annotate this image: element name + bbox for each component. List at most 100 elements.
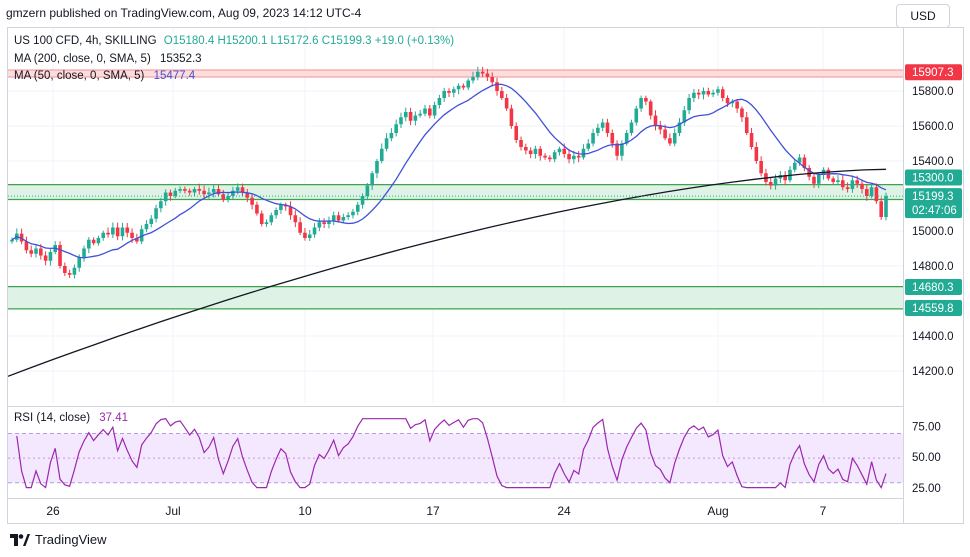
candle-body <box>197 189 202 191</box>
candle-body <box>298 222 302 233</box>
candle-body <box>471 77 475 81</box>
candle-body <box>149 218 154 224</box>
time-tick-label: 24 <box>557 504 571 518</box>
candle-body <box>476 71 480 77</box>
candle-body <box>562 148 567 154</box>
candle-body <box>346 215 350 217</box>
candle-body <box>403 112 408 118</box>
candle-body <box>456 85 461 90</box>
candle-body <box>96 238 101 244</box>
tradingview-logo[interactable]: TradingView <box>10 532 107 547</box>
price-pane[interactable]: US 100 CFD, 4h, SKILLING O15180.4 H15200… <box>7 28 903 403</box>
rsi-tick-label: 50.00 <box>912 452 941 464</box>
candle-body <box>432 105 437 116</box>
candle-body <box>672 133 677 144</box>
rsi-tick-label: 25.00 <box>912 483 941 495</box>
candle-body <box>72 267 77 275</box>
candle-body <box>408 112 413 121</box>
candle-body <box>202 190 206 195</box>
chart-frame[interactable]: US 100 CFD, 4h, SKILLING O15180.4 H15200… <box>7 27 964 524</box>
candle-body <box>749 133 754 147</box>
price-badge-bg <box>905 169 962 186</box>
candle-body <box>192 189 197 193</box>
time-axis[interactable]: 26 Jul 10 17 24 Aug 7 <box>8 498 903 524</box>
candle-body <box>427 108 432 116</box>
candle-body <box>840 180 845 188</box>
time-tick-label: Aug <box>707 504 728 518</box>
candle-body <box>812 176 816 184</box>
zone-rect <box>8 286 903 309</box>
candle-body <box>802 157 807 168</box>
candle-body <box>34 248 38 254</box>
candle-body <box>581 148 586 158</box>
footer-brand: TradingView <box>35 532 107 547</box>
candle-body <box>82 248 86 258</box>
price-tick-label: 15400.0 <box>912 156 954 168</box>
time-tick-label: 7 <box>820 504 827 518</box>
candle-body <box>576 155 581 158</box>
zone-rect <box>8 184 903 200</box>
candle-body <box>668 138 672 144</box>
time-axis-svg: 26 Jul 10 17 24 Aug 7 <box>46 504 827 518</box>
candle-body <box>43 255 48 261</box>
candle-body <box>716 89 720 93</box>
candle-body <box>130 232 134 238</box>
candle-body <box>58 245 62 266</box>
candle-body <box>240 187 245 193</box>
price-badge-label: 15907.3 <box>912 67 954 79</box>
candle-body <box>759 161 763 174</box>
candle-body <box>259 213 264 224</box>
candle-body <box>615 143 619 156</box>
candle-body <box>327 220 331 224</box>
price-tick-label: 14400.0 <box>912 331 954 343</box>
candle-body <box>274 210 278 216</box>
candle-body <box>831 178 835 182</box>
legend-ma50[interactable]: MA (50, close, 0, SMA, 5) 15477.4 <box>14 70 195 82</box>
price-chart-svg[interactable] <box>7 28 903 403</box>
candle-body <box>423 108 427 114</box>
candle-body <box>19 233 24 242</box>
candle-body <box>879 201 883 217</box>
candle-body <box>250 197 254 205</box>
candle-body <box>860 183 864 189</box>
rsi-chart-svg[interactable] <box>8 407 903 499</box>
candle-body <box>740 108 744 118</box>
candle-body <box>442 91 446 98</box>
candle-body <box>500 91 504 98</box>
candle-body <box>634 108 639 123</box>
candle-body <box>677 122 682 133</box>
candle-body <box>884 196 888 217</box>
candle-body <box>231 190 235 196</box>
legend-rsi[interactable]: RSI (14, close) 37.41 <box>14 412 128 424</box>
price-badge-bg <box>905 202 962 219</box>
ma200-value: 15352.3 <box>159 53 202 65</box>
legend-symbol-line[interactable]: US 100 CFD, 4h, SKILLING O15180.4 H15200… <box>14 35 454 47</box>
price-badge-label: 14680.3 <box>912 282 954 294</box>
candle-body <box>874 187 879 202</box>
currency-button[interactable]: USD <box>896 4 950 28</box>
candle-body <box>384 138 389 149</box>
candle-body <box>216 189 221 195</box>
candle-body <box>279 204 283 210</box>
candle-body <box>360 196 365 205</box>
candle-body <box>466 80 471 88</box>
candle-body <box>610 133 615 144</box>
price-badge-bg <box>905 64 962 81</box>
candle-body <box>682 110 687 123</box>
candle-body <box>322 222 326 224</box>
time-tick-label: 10 <box>298 504 312 518</box>
zone-rect <box>8 70 903 77</box>
rsi-value: 37.41 <box>99 412 129 424</box>
candle-body <box>389 133 394 139</box>
candle-body <box>644 98 648 102</box>
legend-ma200[interactable]: MA (200, close, 0, SMA, 5) 15352.3 <box>14 53 202 65</box>
price-axis[interactable]: 15800.0 15600.0 15400.0 15000.0 14800.0 14400… <box>903 28 965 523</box>
price-badge-label: 14559.8 <box>912 303 954 315</box>
price-axis-svg: 15800.0 15600.0 15400.0 15000.0 14800.0 14400… <box>905 64 962 495</box>
rsi-pane[interactable]: RSI (14, close) 37.41 <box>8 406 903 499</box>
candle-body <box>548 157 552 160</box>
candle-body <box>312 227 317 235</box>
tradingview-logo-icon <box>10 533 30 546</box>
candle-body <box>509 108 514 126</box>
candle-body <box>600 122 605 128</box>
